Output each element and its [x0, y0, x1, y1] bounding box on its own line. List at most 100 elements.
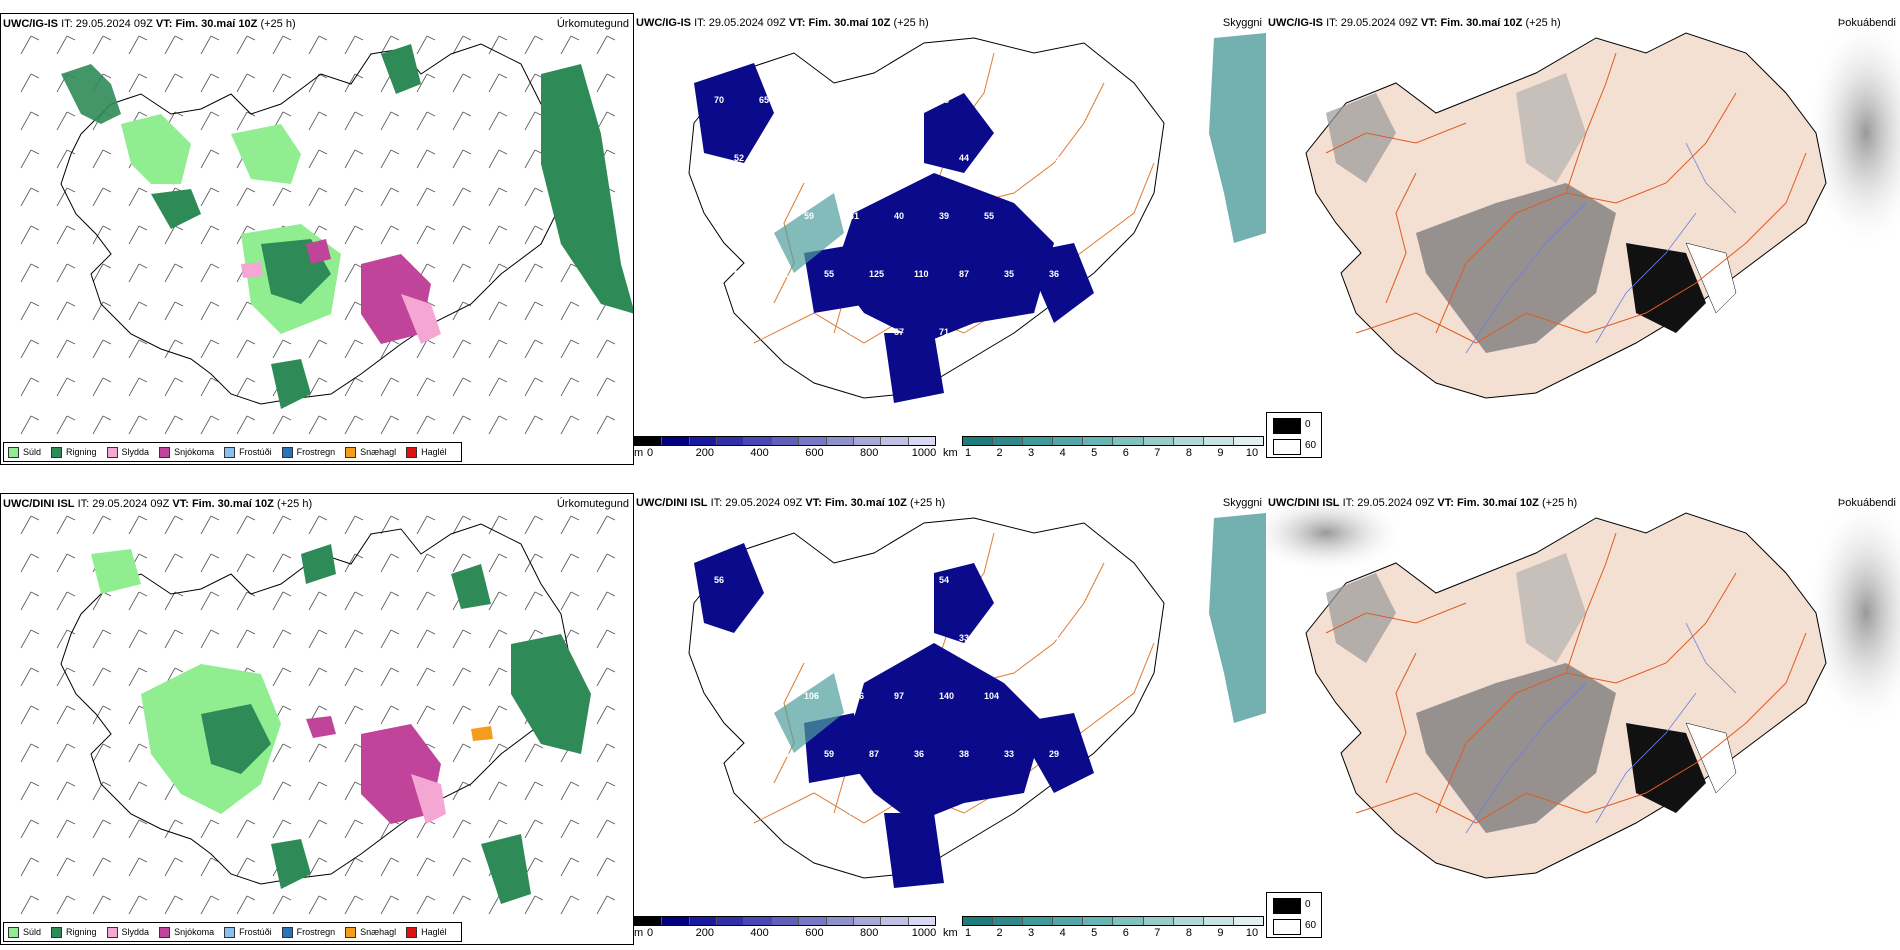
cloud-base-value: 71 [939, 327, 949, 337]
wind-barb [164, 301, 184, 321]
panel-title: UWC/IG-IS IT: 29.05.2024 09Z VT: Fim. 30… [1268, 17, 1561, 29]
colorbar-step [853, 917, 882, 925]
cloud-base-value: 61 [1029, 95, 1039, 105]
wind-barb [308, 591, 328, 611]
wind-barb [56, 339, 76, 359]
cloud-base-value: 106 [804, 691, 819, 701]
panel-name: Þokuábendi [1837, 497, 1896, 509]
colorbar-step [963, 917, 994, 925]
cloud-base-value: 87 [959, 269, 969, 279]
wind-barb [128, 515, 148, 535]
wind-barb [524, 781, 544, 801]
wind-barb [380, 629, 400, 649]
wind-barb [380, 149, 400, 169]
wind-barb [56, 705, 76, 725]
wind-barb [128, 781, 148, 801]
cloud-panel-row2: 56 87 24 46 40 54 62 43 52 105 46 98 85 33 36 44 45 42 106… [634, 493, 1266, 945]
colorbar-step [1023, 917, 1054, 925]
wind-barb [20, 857, 40, 877]
cloud-base-value: 35 [1004, 269, 1014, 279]
cloud-base-value: 36 [914, 749, 924, 759]
wind-barb [488, 819, 508, 839]
wind-barb [308, 515, 328, 535]
wind-barb [20, 415, 40, 435]
wind-barb [488, 35, 508, 55]
colorbar-tick-label: 2 [996, 447, 1003, 459]
cloud-base-value: 39 [779, 153, 789, 163]
wind-barb [56, 629, 76, 649]
cloud-base-value: 45 [714, 691, 724, 701]
wind-barb [272, 667, 292, 687]
cloud-base-value: 29 [759, 807, 769, 817]
wind-barb [560, 781, 580, 801]
wind-barb [20, 111, 40, 131]
panel-title: UWC/DINI ISL IT: 29.05.2024 09Z VT: Fim.… [1268, 497, 1578, 509]
wind-barb [128, 35, 148, 55]
wind-barb [452, 743, 472, 763]
colorbar-step [744, 917, 772, 925]
cloud-base-value: 55 [824, 269, 834, 279]
cloud-base-value: 59 [804, 211, 814, 221]
wind-barb [20, 667, 40, 687]
wind-barb [416, 377, 436, 397]
wind-barb [560, 301, 580, 321]
wind-barb [164, 263, 184, 283]
wind-barb [524, 339, 544, 359]
wind-barb [560, 415, 580, 435]
wind-barb [488, 301, 508, 321]
cloud-base-value: 110 [914, 269, 929, 279]
cloud-base-value: 44 [1049, 633, 1059, 643]
wind-barb [236, 187, 256, 207]
panel-title: UWC/DINI ISL IT: 29.05.2024 09Z VT: Fim.… [636, 497, 946, 509]
wind-barb [560, 377, 580, 397]
wind-barb [380, 895, 400, 915]
cloud-base-value: 41 [849, 211, 859, 221]
wind-barb [416, 415, 436, 435]
wind-barb [164, 857, 184, 877]
wind-barb [488, 339, 508, 359]
wind-barb [416, 553, 436, 573]
wind-barb [56, 515, 76, 535]
cloud-base-value: 102 [804, 807, 819, 817]
wind-barb [92, 225, 112, 245]
wind-barb [200, 415, 220, 435]
wind-barb [380, 415, 400, 435]
wind-barb [524, 301, 544, 321]
cloud-panel-row1: 70 65 47 73 33 38 57 61 52 39 53 58 61 44 53 30 73 108 59 4… [634, 13, 1266, 465]
cloud-base-value: 87 [869, 749, 879, 759]
cloud-base-value: 58 [869, 153, 879, 163]
wind-barb [20, 339, 40, 359]
colorbar-step [662, 917, 690, 925]
wind-barb [308, 377, 328, 397]
legend-item-frostudi: Frostúði [224, 926, 272, 938]
wind-barb [200, 263, 220, 283]
colorbar-step [744, 437, 772, 445]
cloud-base-value: 33 [714, 807, 724, 817]
precip-legend: Súld Rigning Slydda Snjókoma Frostúði Fr… [3, 922, 462, 942]
wind-barb [560, 591, 580, 611]
wind-barb [308, 149, 328, 169]
wind-barb [128, 857, 148, 877]
fog-legend-low: 0 [1305, 899, 1311, 910]
wind-barb [128, 415, 148, 435]
cloud-base-value: 56 [714, 575, 724, 585]
wind-barb [452, 149, 472, 169]
cloud-base-value: 28 [804, 327, 814, 337]
legend-item-snjokoma: Snjókoma [159, 926, 214, 938]
wind-barb [56, 263, 76, 283]
wind-barb [488, 705, 508, 725]
wind-barb [128, 895, 148, 915]
colorbar-step [799, 917, 827, 925]
wind-barb [236, 111, 256, 131]
wind-barb [92, 35, 112, 55]
legend-item-sudl: Súld [8, 926, 41, 938]
cloud-base-value: 85 [914, 633, 924, 643]
wind-barb [344, 187, 364, 207]
wind-barb [56, 553, 76, 573]
colorbar-step [881, 437, 909, 445]
legend-item-slydda: Slydda [106, 926, 149, 938]
colorbar-step [1173, 917, 1204, 925]
wind-barb [236, 339, 256, 359]
wind-barb [92, 629, 112, 649]
wind-barb [596, 781, 616, 801]
